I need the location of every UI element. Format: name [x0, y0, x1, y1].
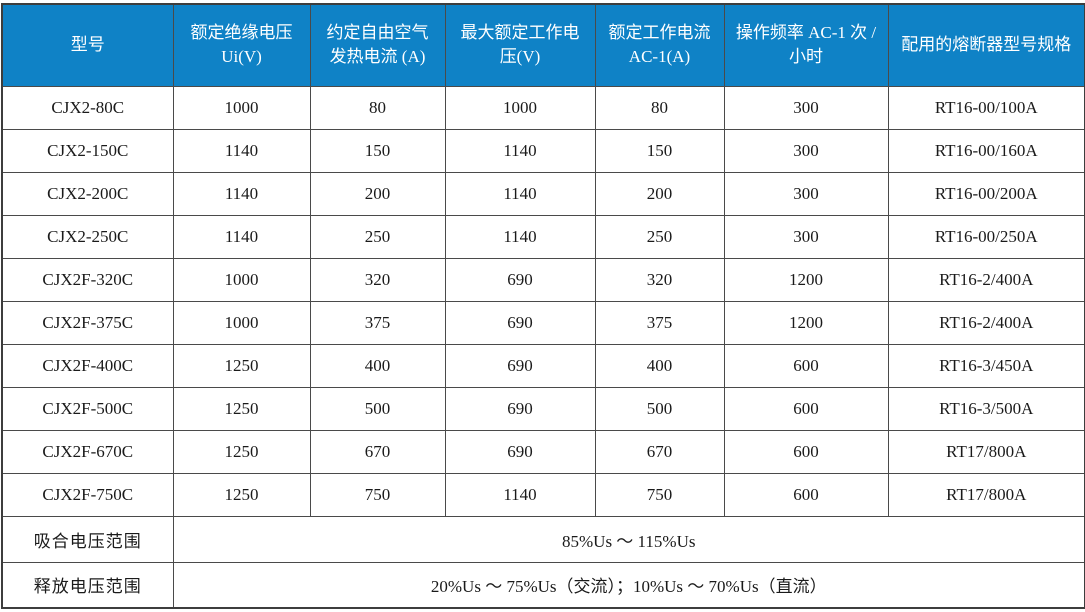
- data-cell: RT16-00/100A: [887, 85, 1085, 130]
- data-cell: RT16-3/450A: [887, 343, 1085, 388]
- data-cell: 750: [594, 472, 725, 517]
- data-cell: 1140: [444, 171, 596, 216]
- data-cell: 670: [309, 429, 446, 474]
- data-cell: 300: [723, 128, 889, 173]
- data-cell: 400: [594, 343, 725, 388]
- pickup-voltage-label: 吸合电压范围: [1, 515, 174, 563]
- data-cell: RT16-3/500A: [887, 386, 1085, 431]
- data-cell: 200: [594, 171, 725, 216]
- header-cell-working-current: 额定工作电流 AC-1(A): [594, 3, 725, 87]
- header-cell-model: 型号: [1, 3, 174, 87]
- data-cell: 150: [594, 128, 725, 173]
- model-cell: CJX2-250C: [1, 214, 174, 259]
- data-cell: 1140: [444, 128, 596, 173]
- model-cell: CJX2F-375C: [1, 300, 174, 345]
- data-cell: 250: [309, 214, 446, 259]
- data-cell: 1140: [444, 214, 596, 259]
- data-cell: 250: [594, 214, 725, 259]
- header-cell-insulation-voltage: 额定绝缘电压 Ui(V): [172, 3, 311, 87]
- release-voltage-label: 释放电压范围: [1, 561, 174, 609]
- data-cell: 1000: [172, 300, 311, 345]
- model-cell: CJX2F-500C: [1, 386, 174, 431]
- data-cell: RT16-00/250A: [887, 214, 1085, 259]
- data-cell: 320: [309, 257, 446, 302]
- data-cell: 690: [444, 300, 596, 345]
- data-cell: 1140: [172, 214, 311, 259]
- data-cell: RT17/800A: [887, 429, 1085, 474]
- pickup-voltage-row: 吸合电压范围 85%Us ～ 115%Us: [1, 515, 1085, 563]
- contactor-spec-table: 型号 额定绝缘电压 Ui(V) 约定自由空气发热电流 (A) 最大额定工作电压(…: [1, 3, 1085, 609]
- data-cell: 1250: [172, 472, 311, 517]
- table-row: CJX2F-320C 1000 320 690 320 1200 RT16-2/…: [1, 257, 1085, 302]
- data-cell: 300: [723, 171, 889, 216]
- release-voltage-row: 释放电压范围 20%Us ～ 75%Us（交流）；10%Us ～ 70%Us（直…: [1, 561, 1085, 609]
- data-cell: 375: [594, 300, 725, 345]
- model-cell: CJX2-80C: [1, 85, 174, 130]
- model-cell: CJX2-150C: [1, 128, 174, 173]
- data-cell: 80: [309, 85, 446, 130]
- pickup-voltage-value: 85%Us ～ 115%Us: [172, 515, 1085, 563]
- header-cell-thermal-current: 约定自由空气发热电流 (A): [309, 3, 446, 87]
- data-cell: 1200: [723, 257, 889, 302]
- data-cell: 690: [444, 429, 596, 474]
- data-cell: RT16-00/200A: [887, 171, 1085, 216]
- data-cell: 1000: [172, 257, 311, 302]
- data-cell: RT16-2/400A: [887, 257, 1085, 302]
- data-cell: RT16-2/400A: [887, 300, 1085, 345]
- table-row: CJX2-150C 1140 150 1140 150 300 RT16-00/…: [1, 128, 1085, 173]
- data-cell: 600: [723, 429, 889, 474]
- data-cell: 690: [444, 386, 596, 431]
- model-cell: CJX2F-750C: [1, 472, 174, 517]
- table-row: CJX2-80C 1000 80 1000 80 300 RT16-00/100…: [1, 85, 1085, 130]
- data-cell: 670: [594, 429, 725, 474]
- model-cell: CJX2F-400C: [1, 343, 174, 388]
- data-cell: 1250: [172, 343, 311, 388]
- data-cell: 150: [309, 128, 446, 173]
- model-cell: CJX2F-670C: [1, 429, 174, 474]
- header-row: 型号 额定绝缘电压 Ui(V) 约定自由空气发热电流 (A) 最大额定工作电压(…: [1, 3, 1085, 87]
- data-cell: 300: [723, 214, 889, 259]
- table-row: CJX2-250C 1140 250 1140 250 300 RT16-00/…: [1, 214, 1085, 259]
- header-cell-max-working-voltage: 最大额定工作电压(V): [444, 3, 596, 87]
- data-cell: 500: [594, 386, 725, 431]
- data-cell: 600: [723, 472, 889, 517]
- table-row: CJX2F-670C 1250 670 690 670 600 RT17/800…: [1, 429, 1085, 474]
- data-cell: 500: [309, 386, 446, 431]
- data-cell: 1000: [444, 85, 596, 130]
- data-cell: 1200: [723, 300, 889, 345]
- data-cell: RT16-00/160A: [887, 128, 1085, 173]
- data-cell: 600: [723, 386, 889, 431]
- release-voltage-value: 20%Us ～ 75%Us（交流）；10%Us ～ 70%Us（直流）: [172, 561, 1085, 609]
- data-cell: 690: [444, 343, 596, 388]
- table-row: CJX2F-750C 1250 750 1140 750 600 RT17/80…: [1, 472, 1085, 517]
- data-cell: 690: [444, 257, 596, 302]
- data-cell: 1140: [444, 472, 596, 517]
- data-cell: 1140: [172, 171, 311, 216]
- table-row: CJX2F-400C 1250 400 690 400 600 RT16-3/4…: [1, 343, 1085, 388]
- header-cell-operating-frequency: 操作频率 AC-1 次 / 小时: [723, 3, 889, 87]
- data-cell: 200: [309, 171, 446, 216]
- table-footer: 吸合电压范围 85%Us ～ 115%Us 释放电压范围 20%Us ～ 75%…: [1, 515, 1085, 609]
- data-cell: 80: [594, 85, 725, 130]
- table-row: CJX2-200C 1140 200 1140 200 300 RT16-00/…: [1, 171, 1085, 216]
- table-row: CJX2F-375C 1000 375 690 375 1200 RT16-2/…: [1, 300, 1085, 345]
- data-cell: 1000: [172, 85, 311, 130]
- table-row: CJX2F-500C 1250 500 690 500 600 RT16-3/5…: [1, 386, 1085, 431]
- data-cell: 320: [594, 257, 725, 302]
- data-cell: 400: [309, 343, 446, 388]
- data-cell: RT17/800A: [887, 472, 1085, 517]
- data-cell: 1250: [172, 429, 311, 474]
- header-cell-fuse-spec: 配用的熔断器型号规格: [887, 3, 1085, 87]
- table-header: 型号 额定绝缘电压 Ui(V) 约定自由空气发热电流 (A) 最大额定工作电压(…: [1, 3, 1085, 87]
- data-cell: 750: [309, 472, 446, 517]
- data-cell: 600: [723, 343, 889, 388]
- table-body: CJX2-80C 1000 80 1000 80 300 RT16-00/100…: [1, 85, 1085, 517]
- model-cell: CJX2-200C: [1, 171, 174, 216]
- data-cell: 1250: [172, 386, 311, 431]
- data-cell: 375: [309, 300, 446, 345]
- data-cell: 300: [723, 85, 889, 130]
- data-cell: 1140: [172, 128, 311, 173]
- model-cell: CJX2F-320C: [1, 257, 174, 302]
